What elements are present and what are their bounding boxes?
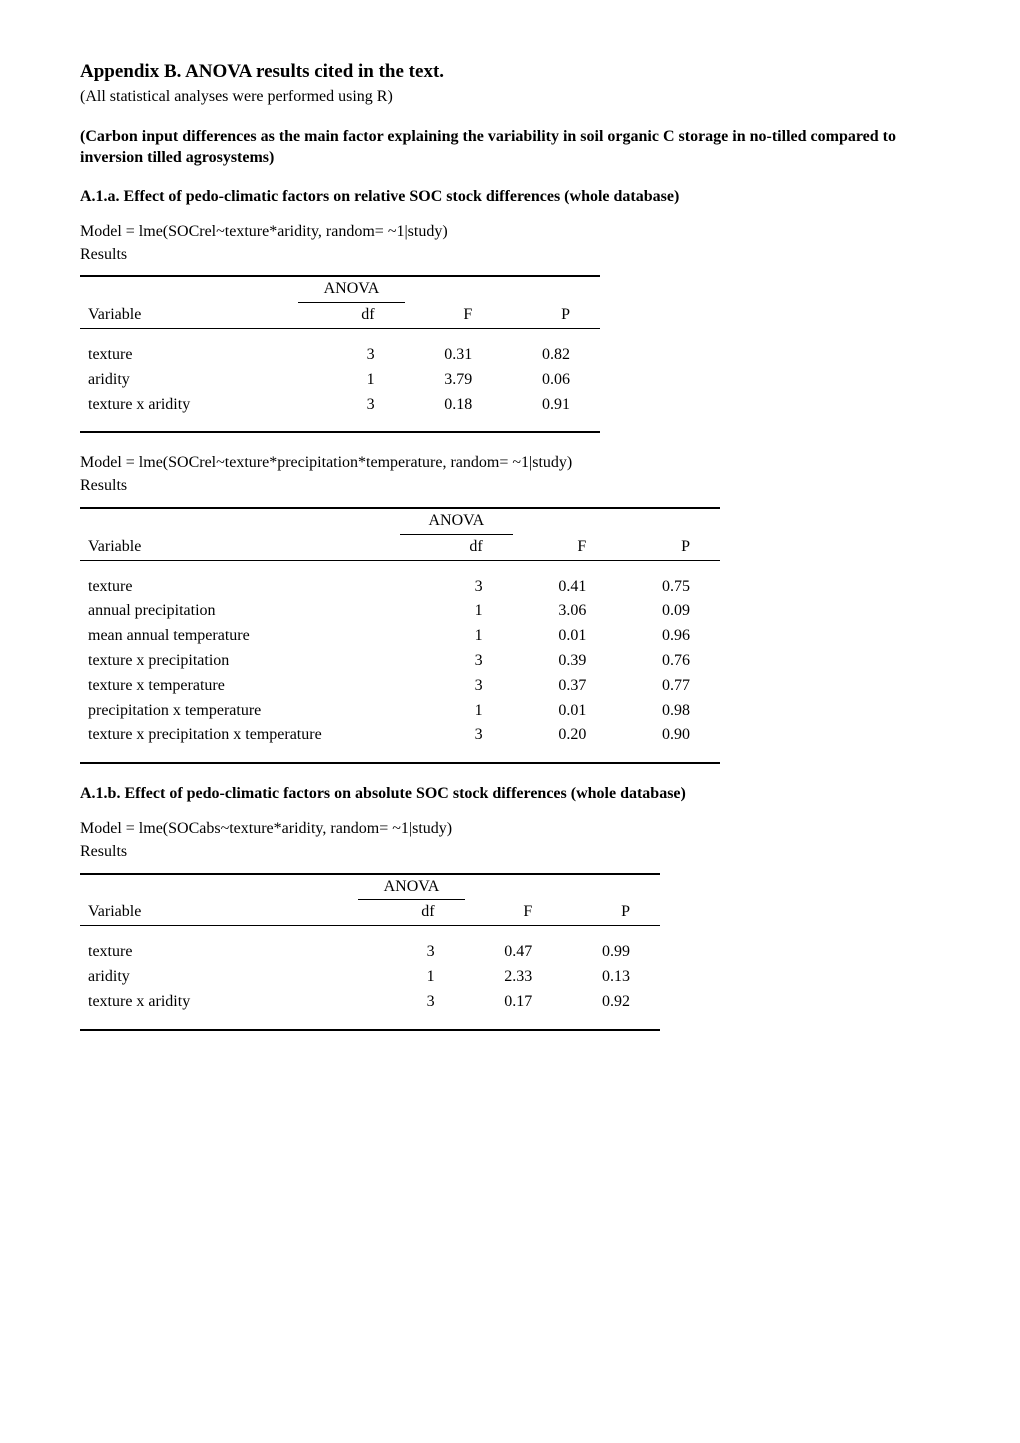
col-p: P bbox=[616, 534, 720, 560]
results-label-1: Results bbox=[80, 245, 940, 266]
col-variable: Variable bbox=[80, 534, 400, 560]
section-a1a: A.1.a. Effect of pedo-climatic factors o… bbox=[80, 187, 940, 208]
table-row: aridity 1 3.79 0.06 bbox=[80, 368, 600, 393]
table-row: aridity 1 2.33 0.13 bbox=[80, 965, 660, 990]
section-a1b: A.1.b. Effect of pedo-climatic factors o… bbox=[80, 784, 940, 805]
anova-header: ANOVA bbox=[358, 874, 464, 900]
table-row: texture x aridity 3 0.17 0.92 bbox=[80, 990, 660, 1015]
col-df: df bbox=[400, 534, 513, 560]
subtitle: (All statistical analyses were performed… bbox=[80, 87, 940, 108]
model-1: Model = lme(SOCrel~texture*aridity, rand… bbox=[80, 222, 940, 243]
results-label-2: Results bbox=[80, 476, 940, 497]
table-row: texture 3 0.47 0.99 bbox=[80, 940, 660, 965]
table-row: texture x temperature 3 0.37 0.77 bbox=[80, 674, 720, 699]
anova-table-1: ANOVA Variable df F P texture 3 0.31 0.8… bbox=[80, 275, 600, 433]
anova-header: ANOVA bbox=[298, 276, 404, 302]
table-row: precipitation x temperature 1 0.01 0.98 bbox=[80, 699, 720, 724]
col-f: F bbox=[405, 303, 503, 329]
col-p: P bbox=[502, 303, 600, 329]
model-3: Model = lme(SOCabs~texture*aridity, rand… bbox=[80, 819, 940, 840]
table-row: mean annual temperature 1 0.01 0.96 bbox=[80, 624, 720, 649]
table-row: texture x aridity 3 0.18 0.91 bbox=[80, 393, 600, 418]
anova-header: ANOVA bbox=[400, 508, 513, 534]
col-variable: Variable bbox=[80, 900, 358, 926]
col-variable: Variable bbox=[80, 303, 298, 329]
col-df: df bbox=[298, 303, 404, 329]
model-2: Model = lme(SOCrel~texture*precipitation… bbox=[80, 453, 940, 474]
results-label-3: Results bbox=[80, 842, 940, 863]
anova-table-3: ANOVA Variable df F P texture 3 0.47 0.9… bbox=[80, 873, 660, 1031]
table-row: texture x precipitation 3 0.39 0.76 bbox=[80, 649, 720, 674]
col-f: F bbox=[465, 900, 563, 926]
table-row: texture x precipitation x temperature 3 … bbox=[80, 723, 720, 748]
col-p: P bbox=[562, 900, 660, 926]
table-row: annual precipitation 1 3.06 0.09 bbox=[80, 599, 720, 624]
page-title: Appendix B. ANOVA results cited in the t… bbox=[80, 60, 940, 85]
table-row: texture 3 0.31 0.82 bbox=[80, 343, 600, 368]
col-f: F bbox=[513, 534, 617, 560]
anova-table-2: ANOVA Variable df F P texture 3 0.41 0.7… bbox=[80, 507, 720, 764]
main-note: (Carbon input differences as the main fa… bbox=[80, 127, 940, 169]
col-df: df bbox=[358, 900, 464, 926]
table-row: texture 3 0.41 0.75 bbox=[80, 575, 720, 600]
